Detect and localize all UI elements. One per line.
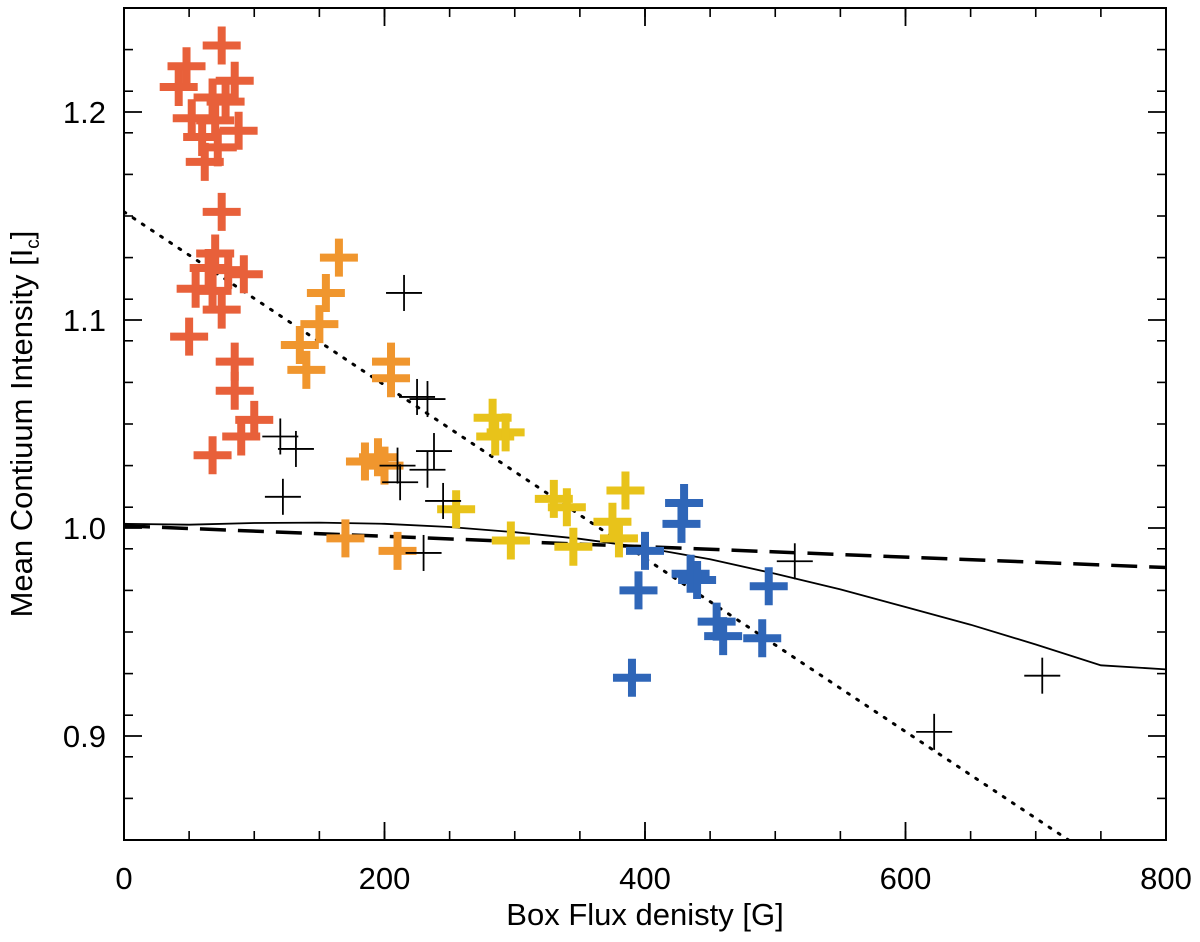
black-point xyxy=(382,464,419,501)
x-tick-label: 0 xyxy=(115,861,132,896)
orange-point xyxy=(300,305,339,344)
red-point xyxy=(202,290,241,329)
blue-point xyxy=(704,617,743,656)
red-point xyxy=(170,317,209,356)
yellow-point xyxy=(599,519,638,558)
red-point xyxy=(202,192,241,231)
y-axis-title-subscript: c xyxy=(23,239,44,249)
yellow-point xyxy=(486,413,525,452)
red-point xyxy=(185,142,224,181)
x-tick-label: 800 xyxy=(1140,861,1192,896)
blue-point xyxy=(671,554,710,593)
y-tick-label: 0.9 xyxy=(63,719,106,754)
black-point xyxy=(415,433,452,470)
blue-point xyxy=(743,619,782,658)
blue-point xyxy=(749,567,788,606)
dotted-fit-line xyxy=(124,210,1072,840)
y-tick-label: 1.0 xyxy=(63,511,106,546)
black-point xyxy=(409,381,446,418)
red-point xyxy=(167,47,206,86)
red-point xyxy=(215,61,254,100)
x-axis-title: Box Flux denisty [G] xyxy=(506,897,783,932)
black-point xyxy=(386,274,423,311)
red-point xyxy=(219,111,258,150)
black-point xyxy=(409,451,446,488)
axis-ticks xyxy=(123,7,1167,841)
black-point xyxy=(916,713,953,750)
x-tick-label: 200 xyxy=(359,861,411,896)
red-point xyxy=(193,436,232,475)
orange-point xyxy=(372,359,411,398)
orange-point xyxy=(319,238,358,277)
blue-point xyxy=(662,504,701,543)
data-markers xyxy=(159,26,1061,750)
tick-labels: 0 200 400 600 800 0.9 1.0 1.1 1.2 xyxy=(63,95,1192,896)
blue-point xyxy=(626,531,664,570)
yellow-point xyxy=(606,471,645,510)
orange-point xyxy=(326,519,365,558)
y-tick-label: 1.2 xyxy=(63,95,106,130)
red-point xyxy=(222,417,261,456)
black-point xyxy=(425,482,462,519)
yellow-point xyxy=(491,521,530,560)
blue-point xyxy=(619,571,658,610)
x-tick-label: 400 xyxy=(619,861,671,896)
blue-point xyxy=(612,658,651,697)
blue-point xyxy=(678,561,717,599)
black-point xyxy=(405,534,442,571)
black-point xyxy=(277,430,314,467)
black-point xyxy=(379,447,416,484)
orange-point xyxy=(345,442,384,481)
orange-point xyxy=(306,273,345,312)
yellow-point xyxy=(547,488,586,527)
black-point xyxy=(1024,657,1061,694)
red-point xyxy=(202,26,241,65)
y-axis-title: Mean Contiuum Intensity [Ic] xyxy=(4,231,44,618)
x-tick-label: 600 xyxy=(880,861,932,896)
orange-point xyxy=(378,531,417,570)
plot-frame xyxy=(123,7,1167,841)
orange-point xyxy=(280,325,319,364)
y-axis-title-main: Mean Contiuum Intensity [I xyxy=(4,249,39,618)
y-tick-label: 1.1 xyxy=(63,303,106,338)
y-axis-title-close: ] xyxy=(4,231,39,240)
black-point xyxy=(399,378,436,415)
red-point xyxy=(159,68,198,107)
dashed-fit-line xyxy=(124,524,1166,570)
yellow-point xyxy=(554,527,593,566)
black-point xyxy=(776,543,813,580)
orange-point xyxy=(287,350,326,389)
black-point xyxy=(264,478,301,515)
red-point xyxy=(224,255,263,294)
red-point xyxy=(215,371,254,410)
